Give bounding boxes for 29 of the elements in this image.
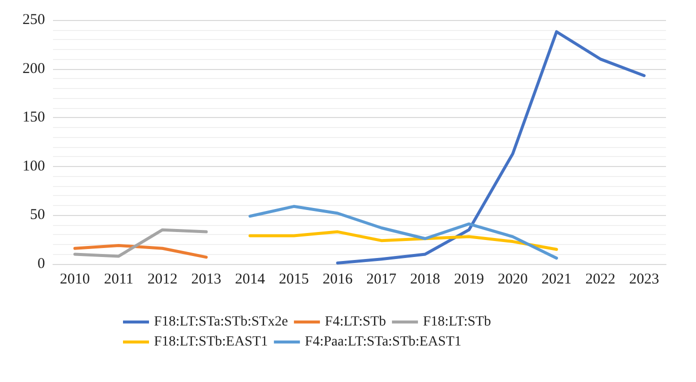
- line-series: [73, 228, 208, 258]
- y-tick-label: 0: [38, 256, 45, 272]
- x-tick-label: 2023: [629, 272, 660, 288]
- x-tick-label: 2018: [410, 272, 440, 288]
- legend-label: F18:LT:STb: [422, 314, 491, 330]
- x-tick-label: 2012: [147, 272, 178, 288]
- legend-label: F4:LT:STb: [324, 314, 386, 330]
- y-tick-label: 250: [22, 12, 45, 28]
- line-series: [248, 204, 558, 260]
- x-tick-label: 2019: [454, 272, 484, 288]
- legend-label: F18:LT:STa:STb:STx2e: [154, 314, 288, 330]
- x-tick-label: 2020: [498, 272, 528, 288]
- line-series: [336, 30, 646, 265]
- legend-label: F18:LT:STb:EAST1: [154, 334, 268, 350]
- x-tick-label: 2017: [366, 272, 397, 288]
- y-tick-label: 200: [22, 60, 45, 77]
- x-tick-label: 2016: [322, 272, 354, 288]
- y-tick-label: 50: [30, 207, 45, 224]
- x-tick-label: 2013: [191, 272, 222, 288]
- line-series: [248, 230, 558, 251]
- y-tick-label: 100: [22, 158, 45, 174]
- x-tick-label: 2022: [585, 272, 616, 288]
- y-tick-label: 150: [22, 110, 45, 126]
- legend-label: F4:Paa:LT:STa:STb:EAST1: [304, 334, 462, 350]
- x-tick-label: 2014: [235, 272, 266, 288]
- x-tick-label: 2010: [60, 272, 90, 288]
- x-tick-label: 2011: [104, 272, 134, 288]
- x-tick-label: 2015: [278, 272, 309, 288]
- x-tick-label: 2021: [542, 272, 572, 288]
